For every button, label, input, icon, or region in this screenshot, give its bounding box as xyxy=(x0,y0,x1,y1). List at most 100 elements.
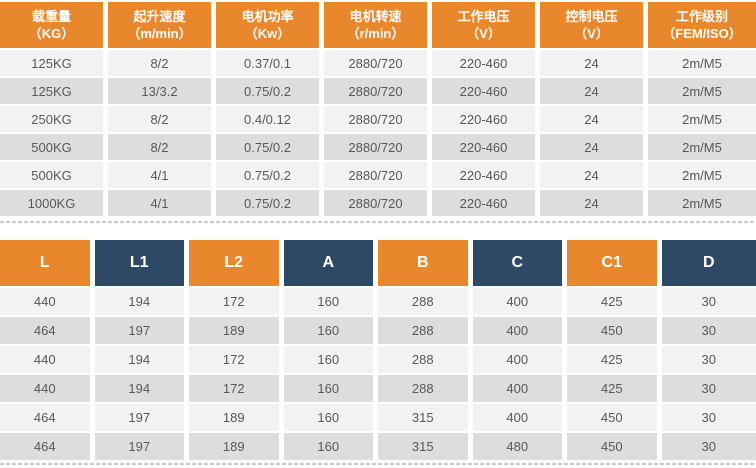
dim-cell: 160 xyxy=(283,402,378,431)
dim-cell: 30 xyxy=(661,286,756,315)
dim-cell: 189 xyxy=(189,431,284,460)
spec-table-body: 125KG 8/2 0.37/0.1 2880/720 220-460 24 2m/M5 12… xyxy=(0,48,756,216)
spec-column-unit: （r/min） xyxy=(346,26,405,41)
spec-column-unit: （Kw） xyxy=(244,26,291,41)
dim-cell: 30 xyxy=(661,344,756,373)
dim-cell: 450 xyxy=(567,431,662,460)
spec-cell: 24 xyxy=(540,188,648,216)
dim-column-header: L2 xyxy=(189,240,284,286)
spec-column-unit: （m/min） xyxy=(127,26,192,41)
dim-cell: 288 xyxy=(378,315,473,344)
dim-cell: 189 xyxy=(189,402,284,431)
dim-cell: 160 xyxy=(283,315,378,344)
spec-table-row: 125KG 8/2 0.37/0.1 2880/720 220-460 24 2m/M5 xyxy=(0,48,756,76)
spec-cell: 220-460 xyxy=(432,76,540,104)
dim-cell: 30 xyxy=(661,315,756,344)
dimension-table: L L1 L2 A B C C1 D 440 194 172 160 288 400 425 30 464 19… xyxy=(0,240,756,460)
spec-cell: 24 xyxy=(540,48,648,76)
spec-column-header: 电机功率 （Kw） xyxy=(216,2,324,48)
spec-table-head: 载重量 （KG） 起升速度 （m/min） 电机功率 （Kw） 电机转速 （r/min） 工作电… xyxy=(0,2,756,48)
spec-table-row: 125KG 13/3.2 0.75/0.2 2880/720 220-460 24 2m/M… xyxy=(0,76,756,104)
spec-column-unit: （FEM/ISO） xyxy=(662,26,742,41)
spec-cell: 2880/720 xyxy=(324,132,432,160)
dim-table-row: 440 194 172 160 288 400 425 30 xyxy=(0,373,756,402)
dim-cell: 440 xyxy=(0,286,95,315)
spec-column-title: 载重量 xyxy=(31,9,71,24)
spec-cell: 220-460 xyxy=(432,104,540,132)
spec-column-header: 起升速度 （m/min） xyxy=(108,2,216,48)
spec-cell: 2880/720 xyxy=(324,48,432,76)
spec-column-title: 电机转速 xyxy=(349,9,402,24)
dim-column-header: B xyxy=(378,240,473,286)
dim-cell: 288 xyxy=(378,344,473,373)
dim-cell: 197 xyxy=(94,315,189,344)
spec-column-title: 起升速度 xyxy=(133,9,186,24)
spec-column-title: 工作级别 xyxy=(675,9,728,24)
dim-cell: 30 xyxy=(661,402,756,431)
dim-cell: 288 xyxy=(378,286,473,315)
spec-cell: 0.75/0.2 xyxy=(216,160,324,188)
spec-cell: 8/2 xyxy=(108,132,216,160)
spec-column-unit: （V） xyxy=(574,26,609,41)
dim-cell: 197 xyxy=(94,431,189,460)
dim-column-header: D xyxy=(661,240,756,286)
spec-cell: 2m/M5 xyxy=(648,132,756,160)
dim-table-body: 440 194 172 160 288 400 425 30 464 197 189 160 288 40… xyxy=(0,286,756,460)
spec-column-title: 电机功率 xyxy=(241,9,294,24)
spec-cell: 0.75/0.2 xyxy=(216,76,324,104)
dim-cell: 464 xyxy=(0,431,95,460)
dim-cell: 425 xyxy=(567,373,662,402)
dim-column-header: L xyxy=(0,240,95,286)
spec-column-header: 工作级别 （FEM/ISO） xyxy=(648,2,756,48)
dim-column-header: L1 xyxy=(94,240,189,286)
dim-cell: 160 xyxy=(283,373,378,402)
dim-cell: 30 xyxy=(661,431,756,460)
spec-column-unit: （V） xyxy=(466,26,501,41)
spec-cell: 2880/720 xyxy=(324,76,432,104)
spec-cell: 0.75/0.2 xyxy=(216,188,324,216)
dim-cell: 160 xyxy=(283,286,378,315)
dim-cell: 315 xyxy=(378,402,473,431)
spec-table-row: 500KG 4/1 0.75/0.2 2880/720 220-460 24 2m/M5 xyxy=(0,160,756,188)
dim-cell: 189 xyxy=(189,315,284,344)
spec-cell: 2880/720 xyxy=(324,188,432,216)
dim-cell: 172 xyxy=(189,373,284,402)
spec-cell: 2880/720 xyxy=(324,104,432,132)
dim-cell: 315 xyxy=(378,431,473,460)
dim-cell: 425 xyxy=(567,286,662,315)
dim-cell: 480 xyxy=(472,431,567,460)
dim-cell: 197 xyxy=(94,402,189,431)
dim-cell: 450 xyxy=(567,402,662,431)
spec-column-header: 电机转速 （r/min） xyxy=(324,2,432,48)
spec-cell: 24 xyxy=(540,160,648,188)
spec-column-title: 工作电压 xyxy=(457,9,510,24)
dim-column-header: A xyxy=(283,240,378,286)
dim-cell: 400 xyxy=(472,286,567,315)
spec-cell: 0.4/0.12 xyxy=(216,104,324,132)
dim-cell: 30 xyxy=(661,373,756,402)
dim-cell: 464 xyxy=(0,402,95,431)
spec-cell: 24 xyxy=(540,76,648,104)
dim-table-head: L L1 L2 A B C C1 D xyxy=(0,240,756,286)
spec-cell: 8/2 xyxy=(108,48,216,76)
spec-cell: 4/1 xyxy=(108,160,216,188)
dim-cell: 288 xyxy=(378,373,473,402)
dim-cell: 464 xyxy=(0,315,95,344)
dim-cell: 160 xyxy=(283,431,378,460)
spec-cell: 125KG xyxy=(0,48,108,76)
spec-cell: 2m/M5 xyxy=(648,76,756,104)
dim-column-header: C xyxy=(472,240,567,286)
dim-table-row: 440 194 172 160 288 400 425 30 xyxy=(0,344,756,373)
dim-cell: 194 xyxy=(94,344,189,373)
spec-column-header: 控制电压 （V） xyxy=(540,2,648,48)
dim-cell: 440 xyxy=(0,344,95,373)
spec-header-row: 载重量 （KG） 起升速度 （m/min） 电机功率 （Kw） 电机转速 （r/min） 工作电… xyxy=(0,2,756,48)
spec-cell: 24 xyxy=(540,104,648,132)
spec-cell: 220-460 xyxy=(432,48,540,76)
dim-header-row: L L1 L2 A B C C1 D xyxy=(0,240,756,286)
spec-cell: 13/3.2 xyxy=(108,76,216,104)
dim-table-row: 440 194 172 160 288 400 425 30 xyxy=(0,286,756,315)
dim-cell: 194 xyxy=(94,373,189,402)
spec-cell: 1000KG xyxy=(0,188,108,216)
